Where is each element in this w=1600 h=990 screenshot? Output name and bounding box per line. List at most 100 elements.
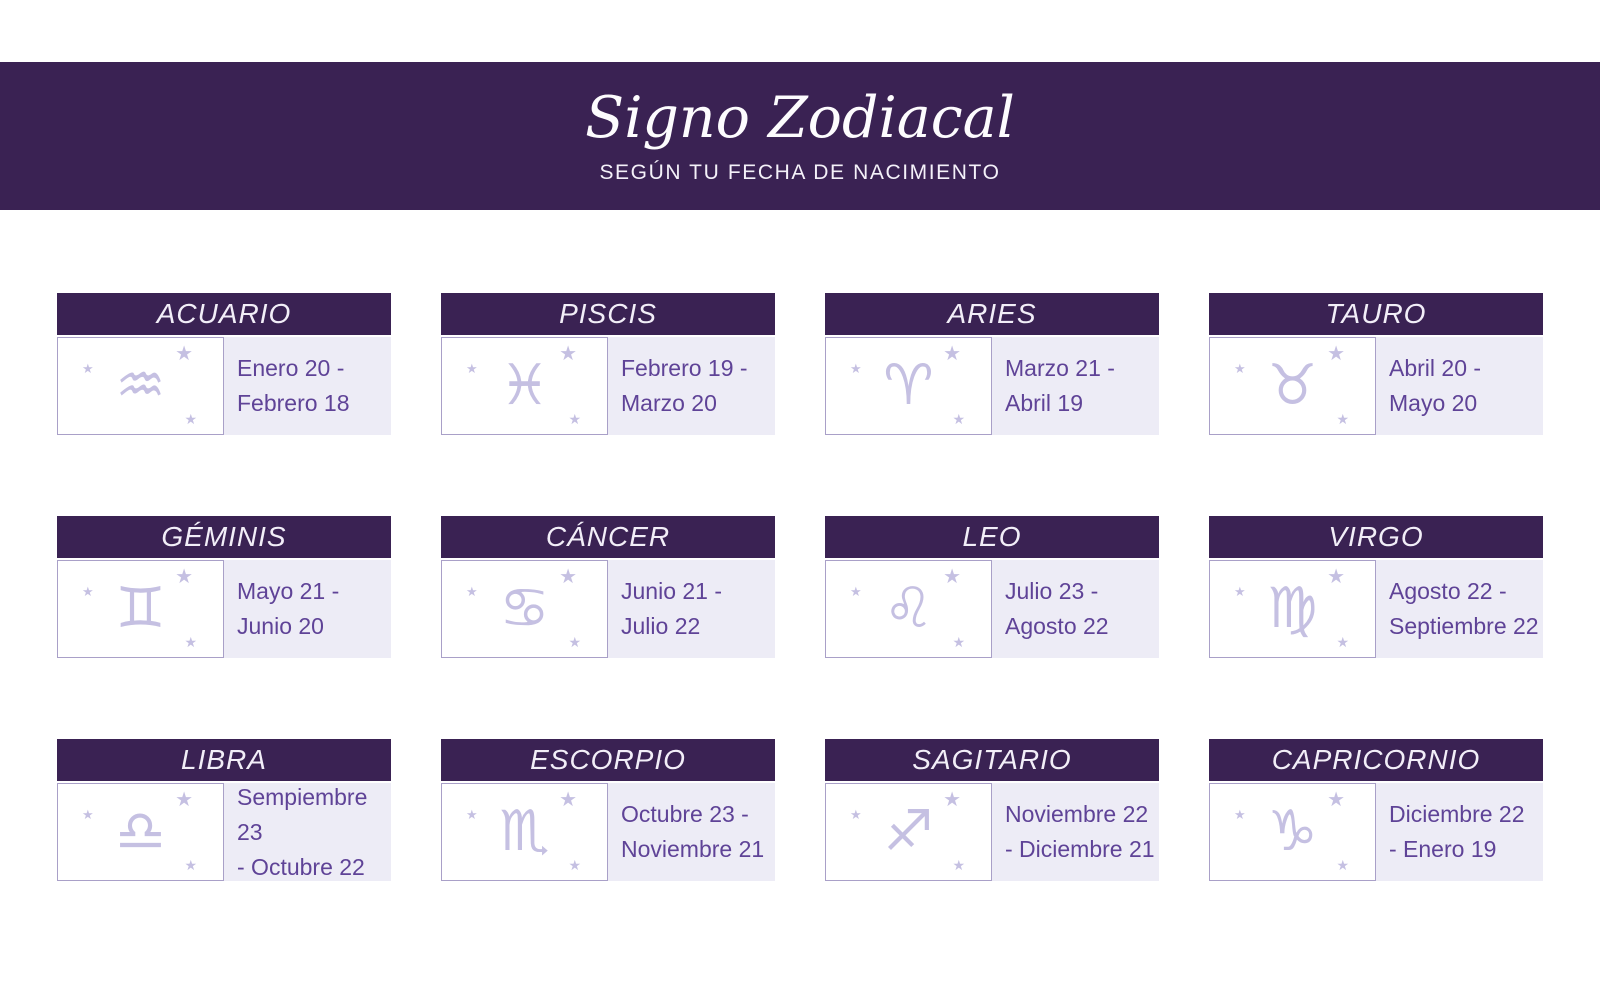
zodiac-card: CÁNCER ★ ★ ★ ♋ Junio 21 - Julio 22 — [441, 516, 775, 658]
zodiac-card: TAURO ★ ★ ★ ♉ Abril 20 - Mayo 20 — [1209, 293, 1543, 435]
card-dates: Julio 23 - Agosto 22 — [992, 560, 1159, 658]
star-icon: ★ — [466, 807, 478, 822]
date-line-2: Noviembre 21 — [621, 836, 765, 862]
zodiac-card: LIBRA ★ ★ ★ ♎ Sempiembre 23 - Octubre 22 — [57, 739, 391, 881]
zodiac-card: LEO ★ ★ ★ ♌ Julio 23 - Agosto 22 — [825, 516, 1159, 658]
card-icon-box: ★ ★ ★ ♊ — [57, 560, 224, 658]
star-icon: ★ — [466, 361, 478, 376]
card-dates: Octubre 23 - Noviembre 21 — [608, 783, 775, 881]
cards-grid: ACUARIO ★ ★ ★ ♒ Enero 20 - Febrero 18 PI… — [57, 293, 1600, 881]
card-header: ESCORPIO — [441, 739, 775, 781]
card-body: ★ ★ ★ ♐ Noviembre 22 - Diciembre 21 — [825, 783, 1159, 881]
date-line-1: Noviembre 22 — [1005, 801, 1149, 827]
card-title: ESCORPIO — [530, 744, 686, 775]
date-line-2: Junio 20 — [237, 613, 324, 639]
libra-icon: ♎ — [115, 799, 166, 864]
zodiac-card: GÉMINIS ★ ★ ★ ♊ Mayo 21 - Junio 20 — [57, 516, 391, 658]
star-icon: ★ — [1327, 343, 1345, 365]
date-line-2: Septiembre 22 — [1389, 613, 1539, 639]
star-icon: ★ — [1327, 789, 1345, 811]
star-icon: ★ — [943, 789, 961, 811]
star-icon: ★ — [568, 857, 581, 873]
card-title: SAGITARIO — [912, 744, 1072, 775]
header-banner: Signo Zodiacal SEGÚN TU FECHA DE NACIMIE… — [0, 62, 1600, 210]
card-body: ★ ★ ★ ♊ Mayo 21 - Junio 20 — [57, 560, 391, 658]
card-body: ★ ★ ★ ♏ Octubre 23 - Noviembre 21 — [441, 783, 775, 881]
card-dates: Sempiembre 23 - Octubre 22 — [224, 783, 391, 881]
zodiac-card: PISCIS ★ ★ ★ ♓ Febrero 19 - Marzo 20 — [441, 293, 775, 435]
date-line-2: Abril 19 — [1005, 390, 1083, 416]
zodiac-card: VIRGO ★ ★ ★ ♍ Agosto 22 - Septiembre 22 — [1209, 516, 1543, 658]
card-icon-box: ★ ★ ★ ♑ — [1209, 783, 1376, 881]
zodiac-card: SAGITARIO ★ ★ ★ ♐ Noviembre 22 - Diciemb… — [825, 739, 1159, 881]
card-title: ACUARIO — [156, 298, 292, 329]
star-icon: ★ — [559, 343, 577, 365]
star-icon: ★ — [559, 789, 577, 811]
card-dates: Agosto 22 - Septiembre 22 — [1376, 560, 1543, 658]
card-dates: Mayo 21 - Junio 20 — [224, 560, 391, 658]
zodiac-card: ARIES ★ ★ ★ ♈ Marzo 21 - Abril 19 — [825, 293, 1159, 435]
card-title: CAPRICORNIO — [1271, 744, 1481, 775]
card-body: ★ ★ ★ ♍ Agosto 22 - Septiembre 22 — [1209, 560, 1543, 658]
star-icon: ★ — [943, 343, 961, 365]
date-line-1: Octubre 23 - — [621, 801, 749, 827]
aquarius-icon: ♒ — [115, 353, 166, 418]
date-line-2: Mayo 20 — [1389, 390, 1478, 416]
date-line-1: Abril 20 - — [1389, 355, 1482, 381]
card-header: VIRGO — [1209, 516, 1543, 558]
zodiac-card: ESCORPIO ★ ★ ★ ♏ Octubre 23 - Noviembre … — [441, 739, 775, 881]
date-line-1: Enero 20 - — [237, 355, 345, 381]
star-icon: ★ — [175, 566, 193, 588]
card-header: LIBRA — [57, 739, 391, 781]
card-header: CÁNCER — [441, 516, 775, 558]
card-icon-box: ★ ★ ★ ♉ — [1209, 337, 1376, 435]
card-header: GÉMINIS — [57, 516, 391, 558]
star-icon: ★ — [568, 634, 581, 650]
page-title: Signo Zodiacal — [585, 84, 1015, 151]
star-icon: ★ — [943, 566, 961, 588]
star-icon: ★ — [1234, 807, 1246, 822]
star-icon: ★ — [184, 634, 197, 650]
card-body: ★ ★ ★ ♉ Abril 20 - Mayo 20 — [1209, 337, 1543, 435]
page-subtitle: SEGÚN TU FECHA DE NACIMIENTO — [599, 161, 1001, 185]
card-body: ★ ★ ★ ♈ Marzo 21 - Abril 19 — [825, 337, 1159, 435]
cancer-icon: ♋ — [499, 576, 550, 641]
card-icon-box: ★ ★ ★ ♌ — [825, 560, 992, 658]
pisces-icon: ♓ — [499, 353, 550, 418]
capricorn-icon: ♑ — [1267, 799, 1318, 864]
date-line-2: - Octubre 22 — [237, 853, 365, 880]
card-dates: Abril 20 - Mayo 20 — [1376, 337, 1543, 435]
date-line-1: Mayo 21 - — [237, 578, 340, 604]
card-body: ★ ★ ★ ♑ Diciembre 22 - Enero 19 — [1209, 783, 1543, 881]
leo-icon: ♌ — [883, 576, 934, 641]
sagittarius-icon: ♐ — [883, 799, 934, 864]
star-icon: ★ — [1336, 857, 1349, 873]
card-icon-box: ★ ★ ★ ♈ — [825, 337, 992, 435]
date-line-1: Agosto 22 - — [1389, 578, 1507, 604]
aries-icon: ♈ — [883, 353, 934, 418]
star-icon: ★ — [175, 343, 193, 365]
star-icon: ★ — [1336, 634, 1349, 650]
card-body: ★ ★ ★ ♓ Febrero 19 - Marzo 20 — [441, 337, 775, 435]
card-icon-box: ★ ★ ★ ♐ — [825, 783, 992, 881]
star-icon: ★ — [1336, 411, 1349, 427]
card-body: ★ ★ ★ ♒ Enero 20 - Febrero 18 — [57, 337, 391, 435]
card-header: SAGITARIO — [825, 739, 1159, 781]
date-line-2: - Diciembre 21 — [1005, 836, 1155, 862]
star-icon: ★ — [1234, 361, 1246, 376]
card-icon-box: ★ ★ ★ ♋ — [441, 560, 608, 658]
star-icon: ★ — [952, 634, 965, 650]
card-header: ACUARIO — [57, 293, 391, 335]
star-icon: ★ — [559, 566, 577, 588]
taurus-icon: ♉ — [1267, 353, 1318, 418]
card-title: VIRGO — [1328, 521, 1424, 552]
date-line-1: Sempiembre 23 — [237, 783, 368, 845]
star-icon: ★ — [184, 857, 197, 873]
card-icon-box: ★ ★ ★ ♏ — [441, 783, 608, 881]
card-header: TAURO — [1209, 293, 1543, 335]
star-icon: ★ — [1234, 584, 1246, 599]
card-icon-box: ★ ★ ★ ♍ — [1209, 560, 1376, 658]
card-title: PISCIS — [559, 298, 657, 329]
gemini-icon: ♊ — [115, 576, 166, 641]
card-title: GÉMINIS — [161, 521, 287, 552]
